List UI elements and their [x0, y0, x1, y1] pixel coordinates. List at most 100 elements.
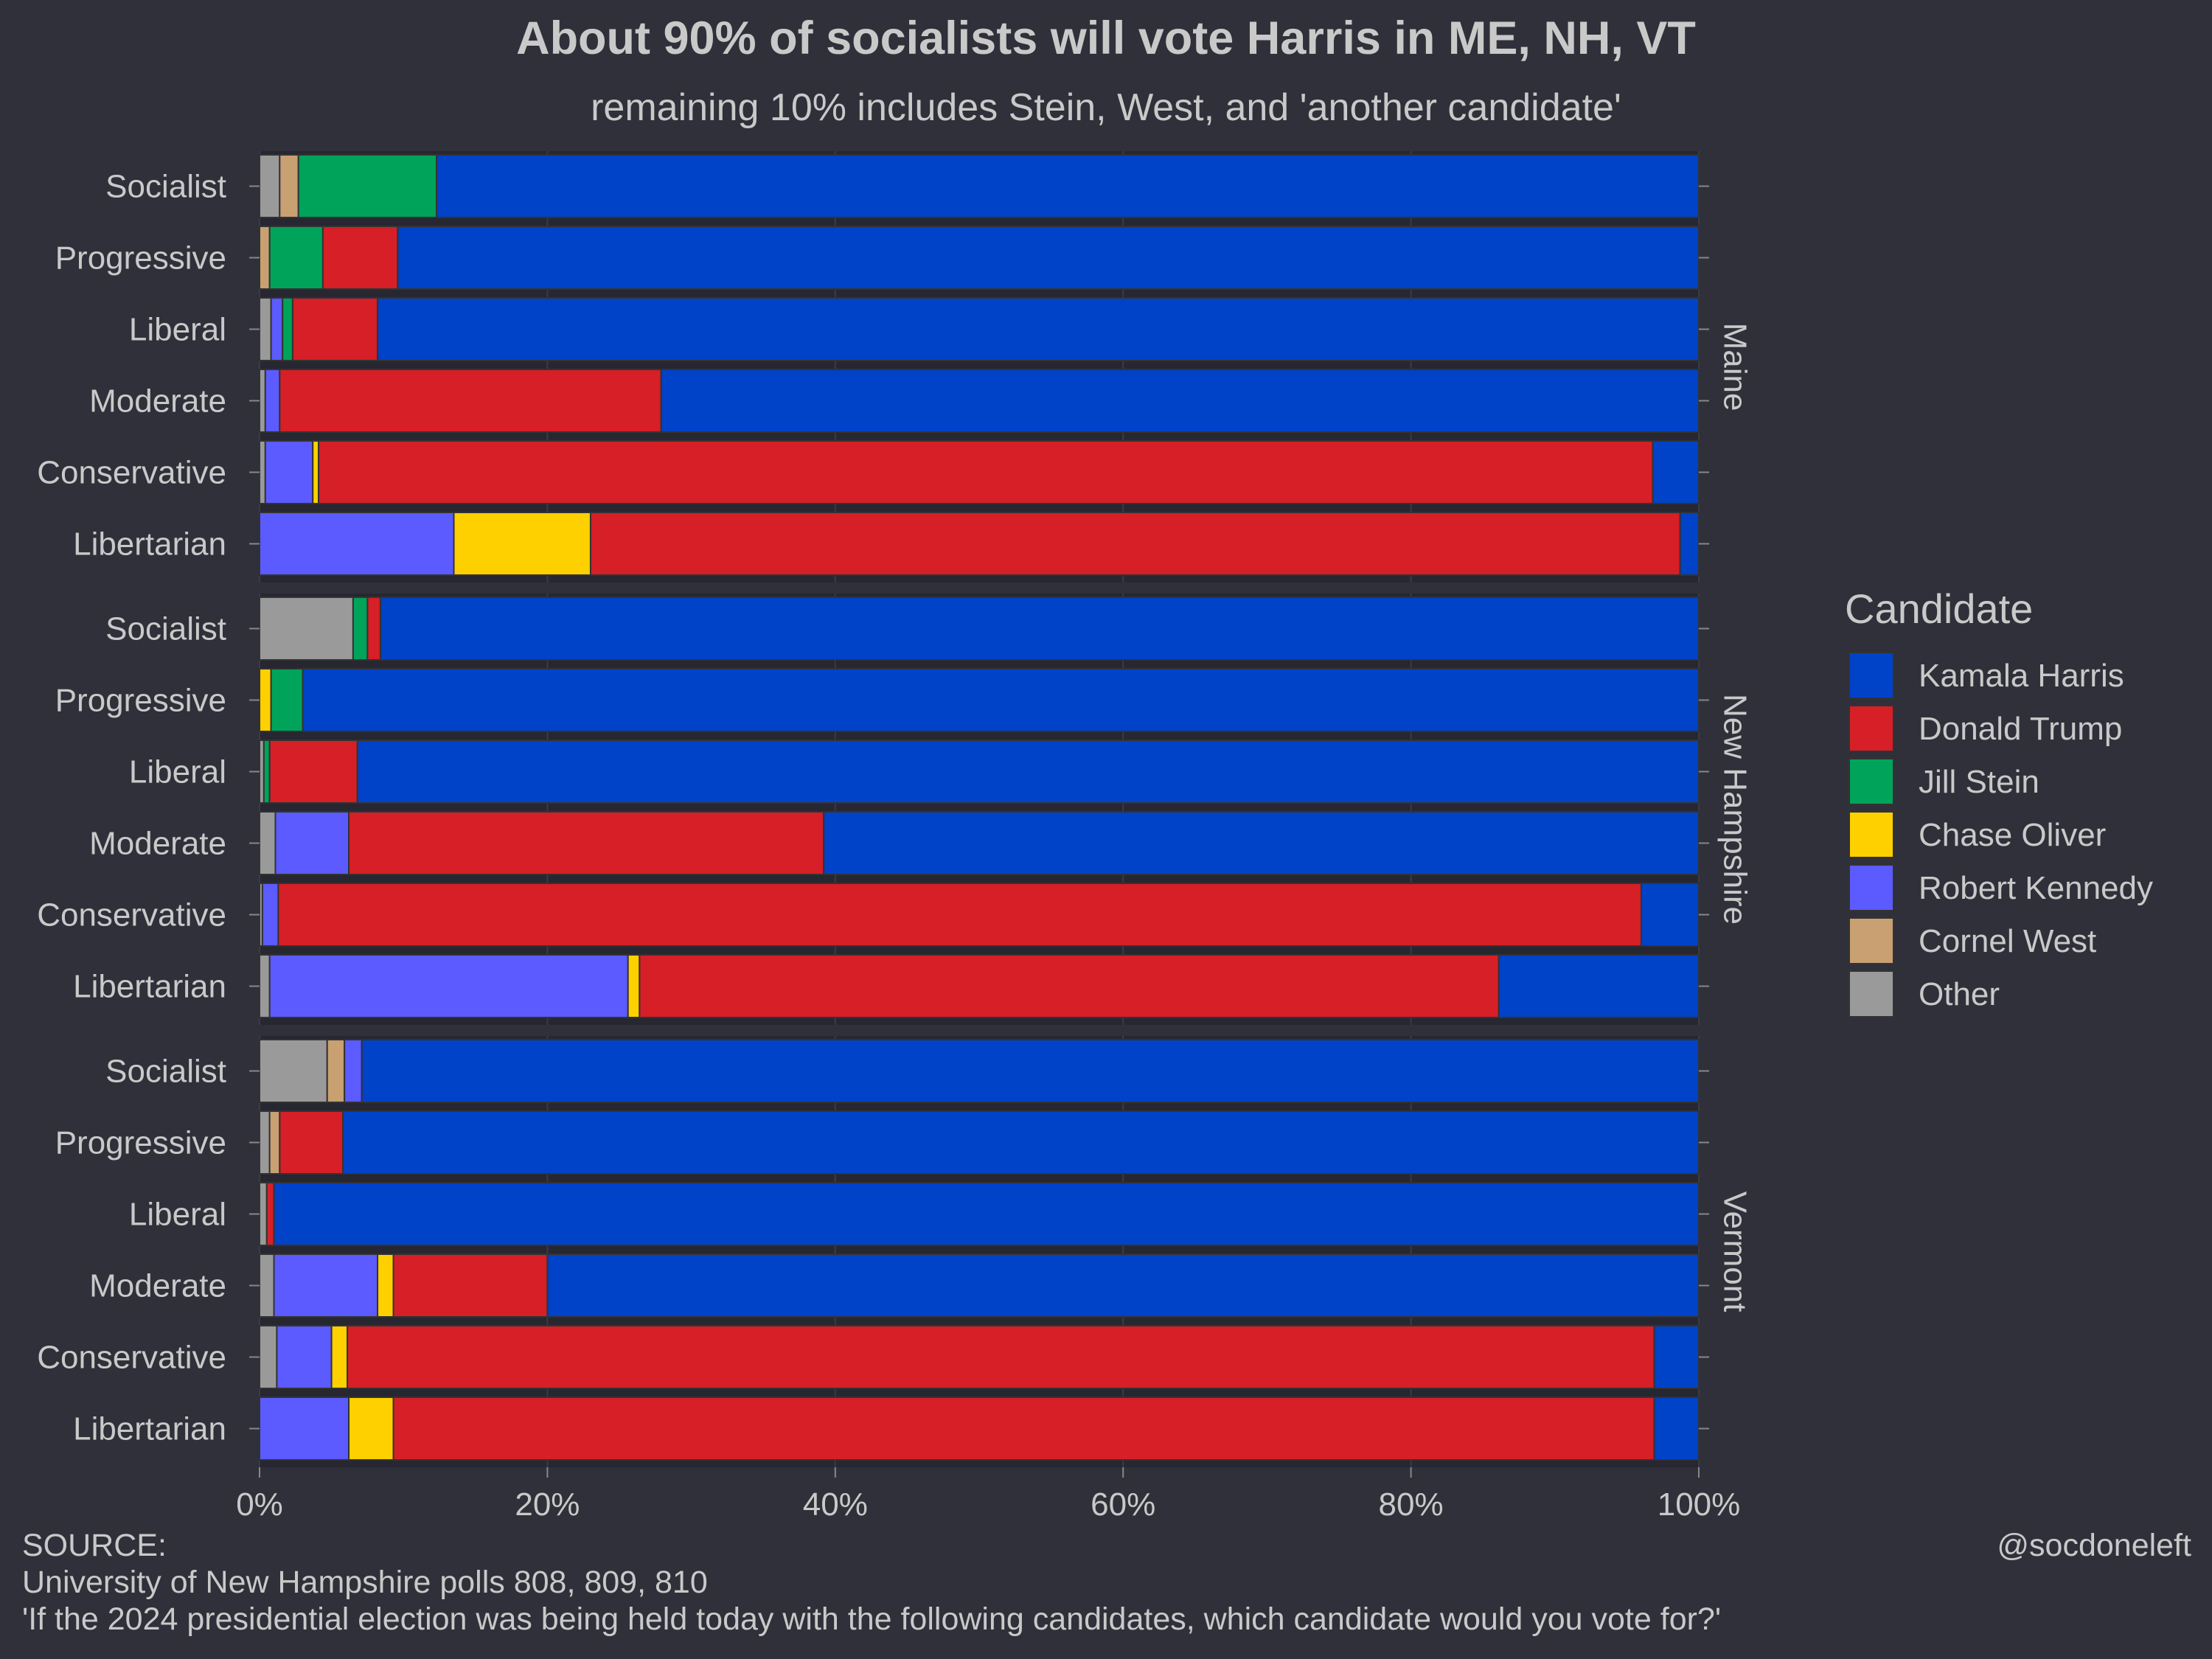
x-tick-label: 40%	[803, 1486, 868, 1523]
x-tick-label: 60%	[1091, 1486, 1155, 1523]
panel-background	[260, 1036, 1699, 1467]
bar-segment-jill-stein	[268, 226, 324, 290]
chart-title: About 90% of socialists will vote Harris…	[516, 13, 1696, 64]
panel-background	[260, 594, 1699, 1025]
bar-segment-kamala-harris	[546, 1253, 1700, 1318]
legend-swatch	[1848, 705, 1894, 752]
facet-label: New Hampshire	[1717, 694, 1753, 925]
source-line-1: University of New Hampshire polls 808, 8…	[22, 1565, 708, 1600]
bar-segment-donald-trump	[347, 1325, 1655, 1389]
y-tick-label: Conservative	[37, 1340, 226, 1376]
bar-segment-chase-oliver	[453, 512, 591, 576]
legend-entry: Kamala Harris	[1919, 658, 2124, 694]
bar-segment-kamala-harris	[1653, 1397, 1700, 1461]
bar-segment-other	[259, 440, 266, 504]
bar-segment-donald-trump	[279, 1110, 344, 1175]
bar-segment-robert-kennedy	[261, 883, 279, 947]
bar-segment-other	[259, 369, 266, 433]
bar-segment-other	[259, 297, 272, 361]
bar-segment-kamala-harris	[823, 811, 1700, 875]
x-tick-label: 80%	[1379, 1486, 1444, 1523]
y-tick-label: Conservative	[37, 897, 226, 933]
bar-segment-robert-kennedy	[259, 1397, 350, 1461]
legend-entry: Robert Kennedy	[1919, 870, 2153, 906]
bar-segment-kamala-harris	[1679, 512, 1700, 576]
bar-segment-other	[259, 1182, 268, 1246]
y-tick-label: Socialist	[105, 611, 226, 647]
y-tick-label: Moderate	[89, 826, 226, 862]
y-tick-label: Liberal	[129, 312, 226, 348]
bar-segment-robert-kennedy	[274, 811, 350, 875]
bar-segment-donald-trump	[321, 226, 399, 290]
bar-segment-other	[259, 954, 271, 1018]
bar-segment-robert-kennedy	[259, 512, 455, 576]
panel-background	[260, 151, 1699, 582]
y-tick-label: Liberal	[129, 1197, 226, 1233]
bar-segment-robert-kennedy	[264, 369, 281, 433]
bar-segment-donald-trump	[291, 297, 379, 361]
x-tick-label: 0%	[236, 1486, 283, 1523]
bar-segment-robert-kennedy	[270, 297, 284, 361]
bar-segment-donald-trump	[639, 954, 1500, 1018]
legend-entry: Other	[1919, 976, 2000, 1012]
facet-label: Maine	[1717, 323, 1753, 411]
x-tick-label: 100%	[1658, 1486, 1741, 1523]
bar-segment-jill-stein	[262, 740, 271, 804]
bar-segment-cornel-west	[326, 1039, 346, 1103]
bar-segment-robert-kennedy	[273, 1253, 379, 1318]
chart-subtitle: remaining 10% includes Stein, West, and …	[591, 86, 1621, 129]
legend-entry: Cornel West	[1919, 923, 2096, 959]
bar-segment-jill-stein	[297, 154, 438, 218]
bar-segment-chase-oliver	[627, 954, 641, 1018]
y-tick-label: Moderate	[89, 383, 226, 420]
bar-segment-other	[259, 1325, 278, 1389]
y-tick-label: Socialist	[105, 1054, 226, 1090]
bar-segment-donald-trump	[589, 512, 1681, 576]
bar-segment-chase-oliver	[330, 1325, 349, 1389]
bar-segment-cornel-west	[279, 154, 299, 218]
bar-segment-chase-oliver	[259, 668, 272, 732]
x-tick-label: 20%	[515, 1486, 580, 1523]
bar-segment-other	[259, 1110, 271, 1175]
bar-segment-robert-kennedy	[268, 954, 629, 1018]
bar-segment-donald-trump	[392, 1397, 1655, 1461]
bar-segment-kamala-harris	[379, 597, 1700, 661]
bar-segment-robert-kennedy	[276, 1325, 333, 1389]
bar-segment-chase-oliver	[348, 1397, 394, 1461]
bar-segment-chase-oliver	[377, 1253, 394, 1318]
bar-segment-kamala-harris	[1498, 954, 1700, 1018]
y-tick-label: Socialist	[105, 169, 226, 205]
legend-swatch	[1848, 970, 1894, 1018]
bar-segment-kamala-harris	[356, 740, 1700, 804]
bar-segment-kamala-harris	[361, 1039, 1700, 1103]
y-tick-label: Moderate	[89, 1268, 226, 1304]
bar-segment-donald-trump	[268, 740, 358, 804]
legend-entry: Jill Stein	[1919, 764, 2039, 800]
bar-segment-kamala-harris	[302, 668, 1700, 732]
credit: @socdoneleft	[1997, 1528, 2191, 1563]
bar-segment-jill-stein	[270, 668, 304, 732]
legend-swatch	[1848, 811, 1894, 858]
bar-segment-donald-trump	[279, 369, 662, 433]
legend-entry: Chase Oliver	[1919, 817, 2106, 853]
y-tick-label: Progressive	[55, 240, 226, 276]
bar-segment-kamala-harris	[377, 297, 1700, 361]
bar-segment-kamala-harris	[342, 1110, 1700, 1175]
legend-entry: Donald Trump	[1919, 711, 2122, 747]
bar-segment-donald-trump	[348, 811, 825, 875]
bar-segment-jill-stein	[282, 297, 293, 361]
legend-title: Candidate	[1845, 585, 2033, 632]
bar-segment-kamala-harris	[397, 226, 1700, 290]
source-label: SOURCE:	[22, 1528, 167, 1563]
facet-label: Vermont	[1717, 1192, 1753, 1312]
y-tick-label: Libertarian	[73, 969, 226, 1005]
bar-segment-kamala-harris	[1653, 1325, 1700, 1389]
legend-swatch	[1848, 917, 1894, 964]
legend-swatch	[1848, 652, 1894, 699]
bar-segment-other	[259, 154, 281, 218]
bar-segment-other	[259, 597, 354, 661]
y-tick-label: Libertarian	[73, 1411, 226, 1447]
y-tick-label: Progressive	[55, 1125, 226, 1161]
bar-segment-kamala-harris	[273, 1182, 1700, 1246]
